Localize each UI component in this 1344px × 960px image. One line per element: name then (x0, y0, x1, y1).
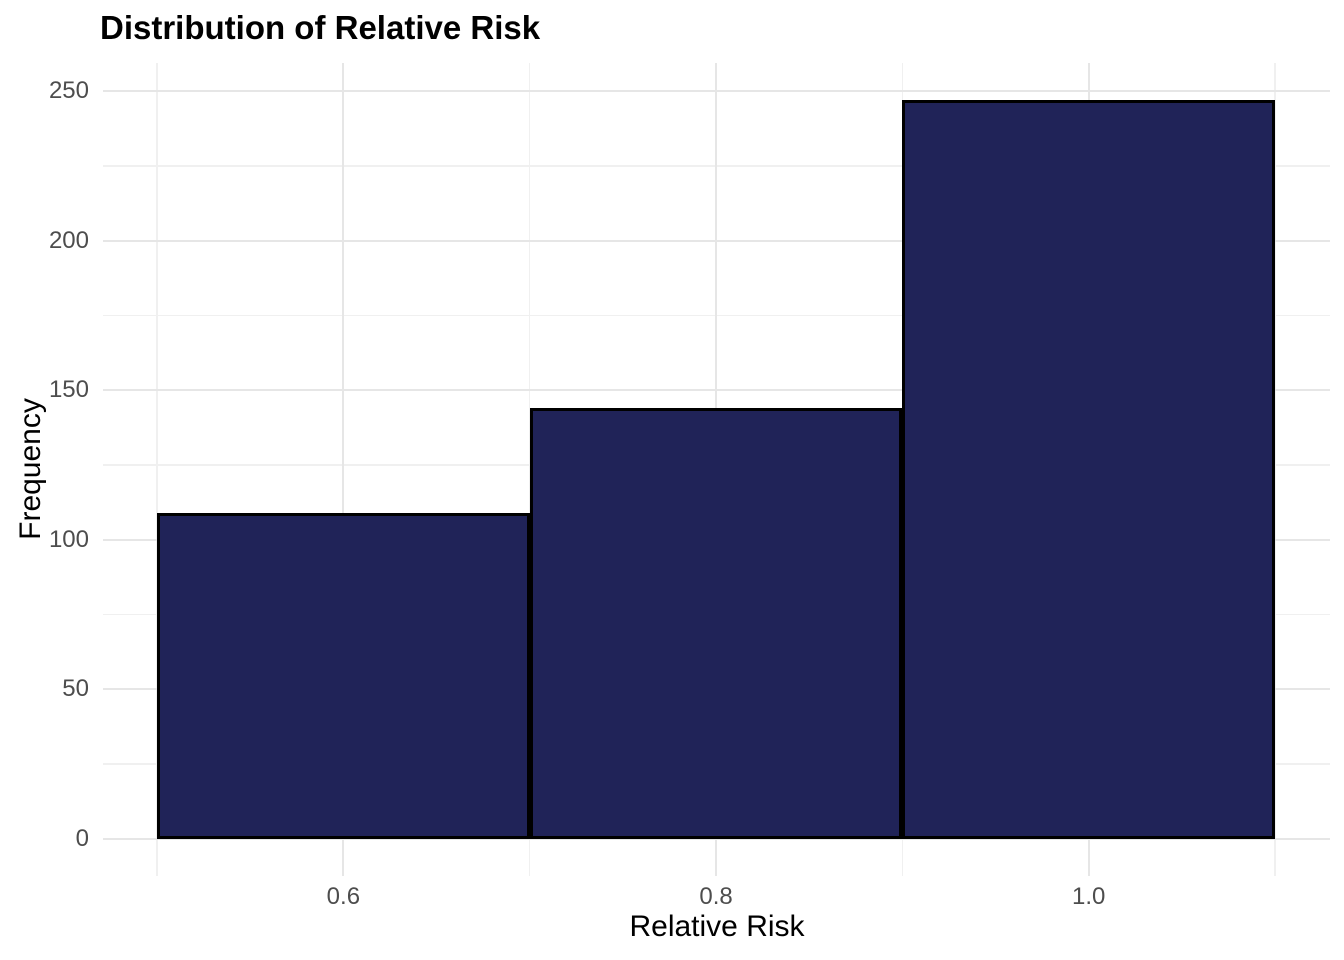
y-tick-label: 250 (48, 77, 89, 105)
y-axis-title: Frequency (14, 398, 47, 540)
chart-title: Distribution of Relative Risk (100, 9, 541, 46)
x-minor-gridline (1274, 63, 1276, 876)
y-tick-label: 200 (48, 226, 89, 254)
x-tick-label: 1.0 (1072, 883, 1106, 910)
x-major-gridline (342, 63, 345, 876)
histogram-bar-1 (902, 100, 1276, 839)
x-axis-title: Relative Risk (629, 910, 805, 943)
x-tick-label: 0.6 (326, 883, 361, 910)
y-tick-label: 50 (62, 675, 89, 703)
plot-panel (103, 63, 1330, 876)
y-tick-label: 100 (48, 525, 89, 553)
y-tick-label: 150 (48, 376, 89, 404)
y-tick-label: 0 (75, 824, 89, 852)
histogram-bar-0.6 (157, 512, 530, 839)
x-tick-label: 0.8 (699, 883, 733, 910)
histogram-bar-0.8 (529, 408, 903, 839)
x-minor-gridline (156, 63, 158, 876)
